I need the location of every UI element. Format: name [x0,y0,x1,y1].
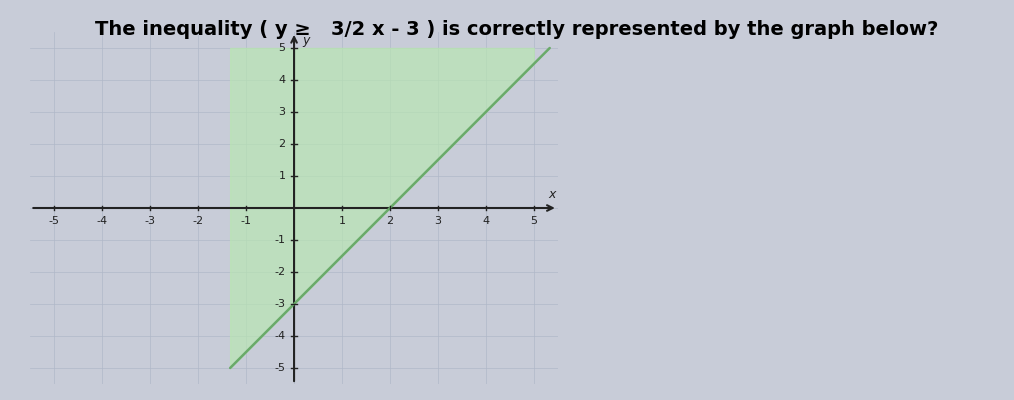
Text: 3: 3 [279,107,285,117]
Text: 5: 5 [530,216,537,226]
Text: -4: -4 [275,331,285,341]
Text: 3: 3 [434,216,441,226]
Text: -5: -5 [275,363,285,373]
Text: 5: 5 [279,43,285,53]
Text: The inequality ( y ≥   3/2 x - 3 ) is correctly represented by the graph below?: The inequality ( y ≥ 3/2 x - 3 ) is corr… [95,20,939,39]
Text: -3: -3 [145,216,156,226]
Text: y: y [303,34,310,47]
Text: -2: -2 [275,267,285,277]
Text: 1: 1 [279,171,285,181]
Text: -1: -1 [240,216,251,226]
Text: x: x [548,188,556,201]
Text: 1: 1 [339,216,346,226]
Text: -4: -4 [96,216,107,226]
Text: 2: 2 [386,216,393,226]
Text: 4: 4 [278,75,285,85]
Text: 4: 4 [483,216,490,226]
Text: -1: -1 [275,235,285,245]
Text: 2: 2 [278,139,285,149]
Text: -3: -3 [275,299,285,309]
Text: -5: -5 [49,216,60,226]
Text: -2: -2 [193,216,204,226]
